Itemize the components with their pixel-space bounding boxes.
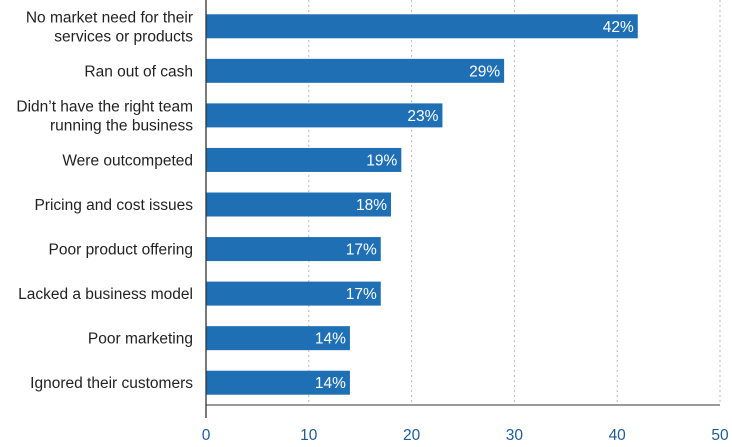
- bar: [206, 370, 350, 395]
- data-label: 23%: [407, 108, 438, 125]
- data-label: 19%: [366, 152, 397, 169]
- category-label: Poor product offering: [49, 242, 193, 259]
- category-label: No market need for their services or prod…: [26, 9, 193, 45]
- bar: [206, 147, 402, 172]
- data-label: 17%: [346, 242, 377, 259]
- x-tick-label: 30: [506, 427, 524, 444]
- bar: [206, 326, 350, 351]
- bars: 42% 29% 23% 19% 18% 17% 17% 14% 14%: [206, 14, 638, 395]
- data-label: 29%: [469, 63, 500, 80]
- x-tick-label: 10: [300, 427, 318, 444]
- data-label: 14%: [315, 375, 346, 392]
- bar: [206, 192, 392, 217]
- axes: [205, 0, 720, 418]
- category-label: Pricing and cost issues: [34, 197, 193, 214]
- x-tick-label: 50: [711, 427, 729, 444]
- category-labels: No market need for their services or prod…: [16, 9, 193, 392]
- x-tick-label: 20: [403, 427, 421, 444]
- data-label: 42%: [603, 19, 634, 36]
- x-tick-label: 0: [202, 427, 211, 444]
- x-tick-label: 40: [609, 427, 627, 444]
- bar: [206, 14, 638, 39]
- category-label: Poor marketing: [88, 331, 193, 348]
- bar: [206, 58, 505, 83]
- category-label: Lacked a business model: [18, 286, 193, 303]
- data-label: 14%: [315, 331, 346, 348]
- data-label: 18%: [356, 197, 387, 214]
- x-tick-labels: 0 10 20 30 40 50: [202, 427, 729, 444]
- category-label: Were outcompeted: [62, 152, 193, 169]
- bar: [206, 237, 381, 262]
- bar: [206, 281, 381, 306]
- bar: [206, 103, 443, 128]
- category-label: Didn’t have the right team running the bu…: [16, 98, 193, 134]
- data-label: 17%: [346, 286, 377, 303]
- category-label: Ignored their customers: [30, 375, 193, 392]
- category-label: Ran out of cash: [84, 63, 193, 80]
